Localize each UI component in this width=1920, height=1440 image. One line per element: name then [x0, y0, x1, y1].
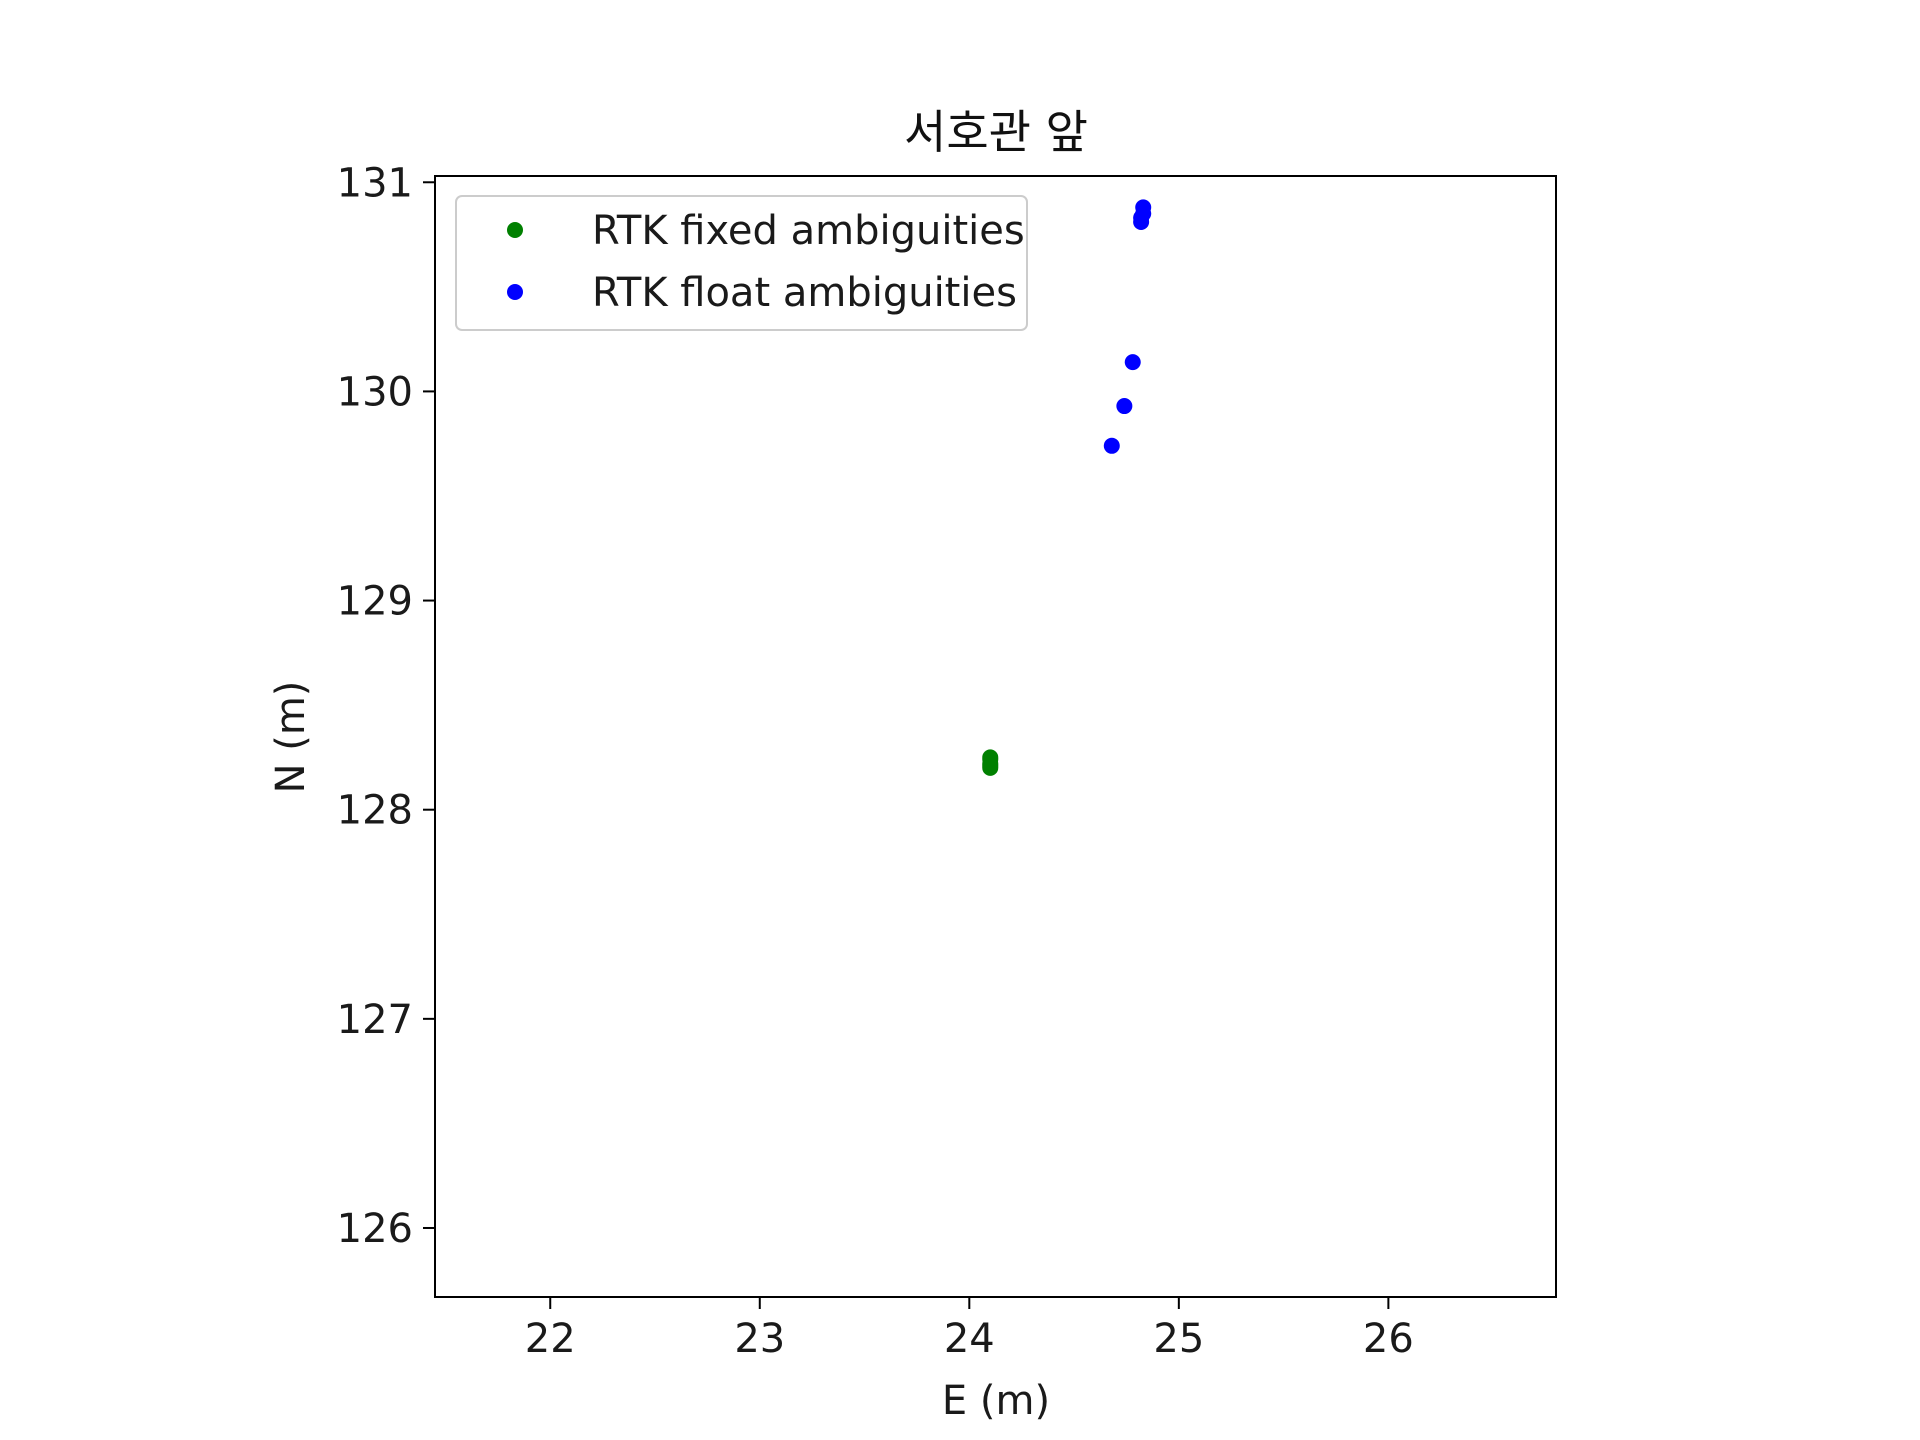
y-tick-label: 127 [337, 997, 413, 1043]
x-axis-title: E (m) [942, 1378, 1050, 1424]
fixed-data-point [982, 759, 999, 776]
legend: RTK fixed ambiguities RTK float ambiguit… [455, 195, 1028, 331]
legend-box [455, 195, 1028, 331]
plot-frame [434, 175, 1557, 1298]
y-tick-label: 128 [337, 788, 413, 834]
y-tick-label: 129 [337, 579, 413, 625]
x-tick-label: 23 [734, 1316, 785, 1362]
x-tick-label: 24 [944, 1316, 995, 1362]
y-tick-label: 130 [337, 369, 413, 415]
x-tick-label: 26 [1363, 1316, 1414, 1362]
y-tick-label: 126 [337, 1206, 413, 1252]
y-axis-title: N (m) [268, 681, 314, 794]
float-data-point [1116, 398, 1133, 415]
plot-marks [982, 199, 1152, 776]
float-data-point [1103, 437, 1120, 454]
float-data-point [1124, 354, 1141, 371]
y-tick-label: 131 [337, 160, 413, 206]
legend-label-fixed: RTK fixed ambiguities [592, 208, 1025, 254]
x-tick-label: 25 [1153, 1316, 1204, 1362]
x-axis: 22 23 24 25 26 [525, 1297, 1414, 1362]
float-data-point [1133, 214, 1150, 231]
legend-marker-fixed [507, 222, 523, 238]
legend-marker-float [507, 284, 523, 300]
x-tick-label: 22 [525, 1316, 576, 1362]
legend-label-float: RTK float ambiguities [592, 270, 1017, 316]
y-axis: 126 127 128 129 130 131 [337, 160, 435, 1252]
chart-title: 서호관 앞 [904, 105, 1088, 159]
